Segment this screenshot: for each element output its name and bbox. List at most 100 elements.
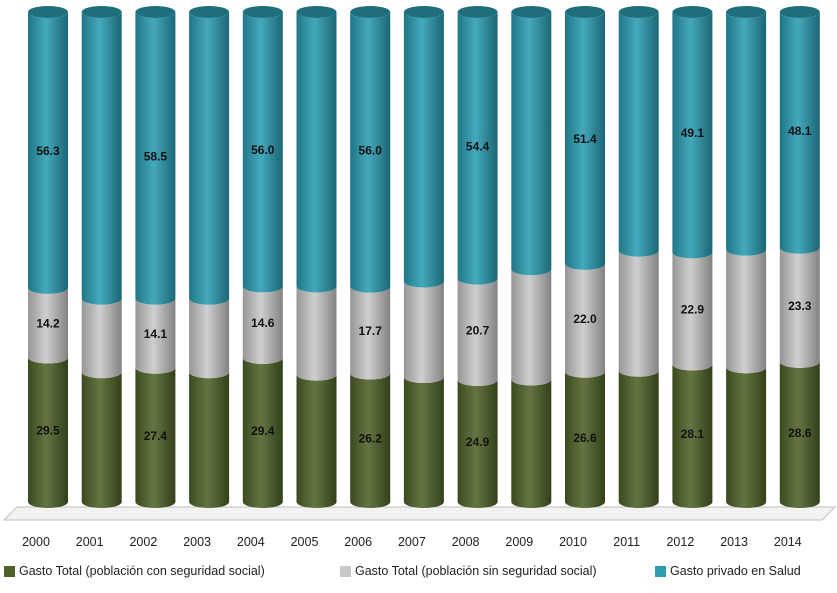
bar-segment [296,286,337,381]
data-label: 51.4 [573,132,597,146]
legend-label: Gasto Total (población sin seguridad soc… [355,564,597,578]
bar-cap [565,6,605,18]
data-label: 14.6 [251,316,275,330]
data-label: 29.5 [36,424,60,438]
bar-segment [726,249,767,374]
x-tick-label: 2012 [666,535,694,549]
data-label: 58.5 [144,149,168,163]
bar-segment [618,250,659,377]
bar-cap [189,6,230,18]
x-tick-label: 2003 [183,535,211,549]
bar-segment [779,12,820,254]
legend: Gasto Total (población con seguridad soc… [0,564,837,588]
data-label: 48.1 [788,124,812,138]
bar-segment [28,287,68,364]
bar-cap [457,6,498,18]
bar-cap [296,6,337,18]
bar-segment [672,252,713,371]
x-tick-label: 2006 [344,535,372,549]
legend-swatch [655,565,666,577]
bar-segment [565,263,605,378]
data-label: 54.4 [466,139,490,153]
data-label: 56.0 [251,143,275,157]
data-label: 28.6 [788,426,812,440]
data-label: 20.7 [466,323,490,337]
bar-segment [296,12,337,293]
x-tick-label: 2011 [613,535,640,549]
bar-cap [28,6,68,18]
data-label: 17.7 [359,324,383,338]
bar-segment [189,372,230,509]
bar-cap [511,6,552,18]
data-label: 22.9 [681,302,705,316]
bar-segment [135,298,176,374]
bar-segment [81,298,122,379]
bar-segment [81,12,122,305]
x-tick-label: 2000 [22,535,50,549]
bar-segment [672,12,713,259]
bar-segment [28,12,68,294]
bar-segment [511,379,552,509]
bar-segment [511,269,552,386]
x-tick-label: 2008 [452,535,480,549]
bar-cap [403,6,444,18]
data-label: 22.0 [573,312,597,326]
bar-segment [189,12,230,305]
data-label: 28.1 [681,427,705,441]
bar-cap [81,6,122,18]
x-tick-label: 2002 [129,535,157,549]
bar-cap [672,6,713,18]
bar-segment [672,364,713,509]
legend-label: Gasto Total (población con seguridad soc… [19,564,265,578]
legend-item-con-seguridad: Gasto Total (población con seguridad soc… [4,564,265,578]
data-label: 26.6 [573,431,597,445]
data-label: 23.3 [788,299,812,313]
legend-item-sin-seguridad: Gasto Total (población sin seguridad soc… [340,564,597,578]
data-label: 49.1 [681,126,705,140]
x-tick-label: 2004 [237,535,265,549]
legend-label: Gasto privado en Salud [670,564,801,578]
bar-segment [296,374,337,509]
bar-segment [457,12,498,285]
bar-segment [779,361,820,509]
x-tick-label: 2007 [398,535,426,549]
legend-item-gasto-privado: Gasto privado en Salud [655,564,801,578]
bar-cap [242,6,283,18]
bar-cap [726,6,767,18]
bar-segment [565,371,605,508]
bar-segment [242,12,283,293]
data-label: 14.1 [144,327,168,341]
data-label: 56.0 [359,143,383,157]
legend-swatch [4,565,15,577]
bar-segment [189,298,230,379]
data-label: 56.3 [36,144,60,158]
data-label: 26.2 [359,432,383,446]
bar-cap [135,6,176,18]
x-tick-label: 2001 [76,535,104,549]
bar-segment [28,357,68,508]
x-tick-label: 2014 [774,535,802,549]
bar-segment [350,373,391,509]
bar-segment [350,286,391,380]
data-label: 24.9 [466,435,490,449]
bar-segment [242,357,283,508]
bar-segment [403,377,444,509]
data-label: 14.2 [36,317,60,331]
bar-segment [565,12,605,270]
bar-segment [726,367,767,509]
chart-floor [2,506,837,521]
data-label: 29.4 [251,424,275,438]
stacked-bar-chart: 29.5 14.2 56.3 27.4 14.1 58.5 29.4 14.6 56.0 26.2… [2,6,837,549]
bar-cap [350,6,391,18]
bar-segment [135,367,176,508]
x-tick-label: 2009 [505,535,533,549]
legend-swatch [340,565,351,577]
x-tick-label: 2005 [291,535,319,549]
bar-segment [511,12,552,276]
bar-segment [618,12,659,257]
x-tick-label: 2013 [720,535,748,549]
bar-segment [242,286,283,364]
bar-segment [779,247,820,368]
bar-segment [457,278,498,386]
bar-segment [403,281,444,384]
